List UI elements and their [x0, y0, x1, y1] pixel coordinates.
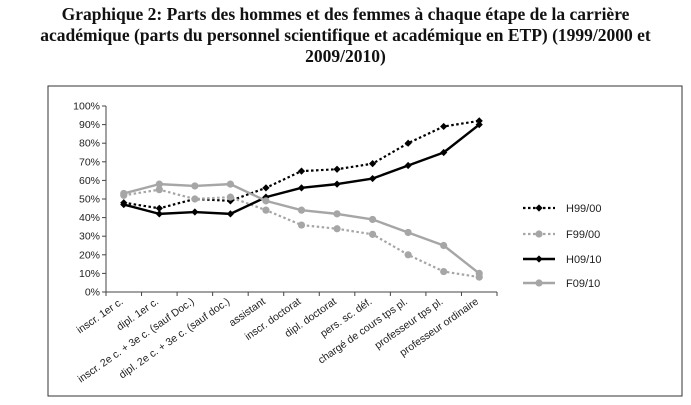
data-point [333, 225, 341, 233]
y-tick-label: 100% [73, 101, 100, 113]
y-tick-label: 50% [79, 194, 100, 206]
y-tick-label: 90% [79, 119, 100, 131]
data-point [226, 210, 235, 218]
data-point [333, 165, 341, 173]
data-point [297, 206, 306, 214]
data-point [440, 267, 448, 276]
data-point [404, 139, 412, 147]
series-h09-10 [120, 121, 483, 218]
data-point [404, 251, 412, 259]
data-point [262, 206, 270, 214]
data-point [297, 167, 306, 175]
data-point [535, 204, 543, 212]
data-point [226, 180, 235, 188]
y-tick-label: 30% [79, 231, 100, 243]
data-point [475, 117, 483, 125]
y-tick-label: 20% [79, 249, 100, 261]
legend-item: F09/10 [523, 278, 600, 290]
chart-title: Graphique 2: Parts des hommes et des fem… [0, 4, 691, 67]
chart-title-line-2: académique (parts du personnel scientifi… [40, 25, 651, 45]
data-point [368, 174, 377, 183]
chart-frame [47, 85, 683, 397]
data-point [404, 228, 412, 237]
legend-item: H09/10 [523, 254, 601, 266]
data-point [368, 230, 377, 238]
data-point [440, 148, 448, 157]
data-point [262, 197, 270, 205]
y-tick-label: 80% [79, 138, 100, 150]
series-line [123, 182, 480, 275]
series-line [123, 188, 480, 279]
data-point [535, 279, 543, 287]
data-point [191, 182, 199, 190]
data-point [155, 180, 163, 188]
data-point [120, 189, 128, 198]
legend-label: F09/10 [566, 278, 600, 290]
data-point [297, 221, 306, 229]
series-h99-00 [120, 117, 483, 212]
data-point [368, 160, 377, 168]
data-point [262, 184, 270, 192]
legend-label: F99/00 [566, 229, 600, 241]
legend-label: H99/00 [566, 203, 601, 215]
data-point [535, 230, 543, 238]
data-point [297, 184, 306, 192]
data-point [475, 269, 483, 277]
y-tick-label: 0% [85, 287, 100, 299]
y-tick-label: 70% [79, 156, 100, 168]
data-point [333, 180, 341, 188]
series-f99-00 [120, 186, 483, 281]
chart-title-line-3: 2009/2010) [305, 46, 386, 66]
data-point [535, 255, 543, 263]
data-point [191, 195, 199, 203]
data-point [120, 200, 128, 209]
data-point [226, 193, 235, 201]
series-f09-10 [120, 180, 483, 277]
data-point [368, 215, 377, 224]
y-tick-label: 40% [79, 212, 100, 224]
data-point [155, 204, 163, 212]
data-point [440, 122, 448, 131]
data-point [333, 210, 341, 218]
legend-item: F99/00 [523, 229, 600, 241]
chart-title-line-1: Graphique 2: Parts des hommes et des fem… [61, 4, 630, 24]
data-point [155, 186, 163, 194]
data-point [440, 241, 448, 250]
legend-label: H09/10 [566, 254, 601, 266]
x-tick-label: inscr. 1er c. [75, 296, 126, 337]
data-point [191, 208, 199, 216]
series-line [123, 119, 480, 210]
data-point [475, 121, 483, 129]
data-point [155, 210, 163, 218]
y-tick-label: 60% [79, 175, 100, 187]
y-tick-label: 10% [79, 268, 100, 280]
data-point [404, 161, 412, 170]
legend-item: H99/00 [523, 203, 601, 215]
